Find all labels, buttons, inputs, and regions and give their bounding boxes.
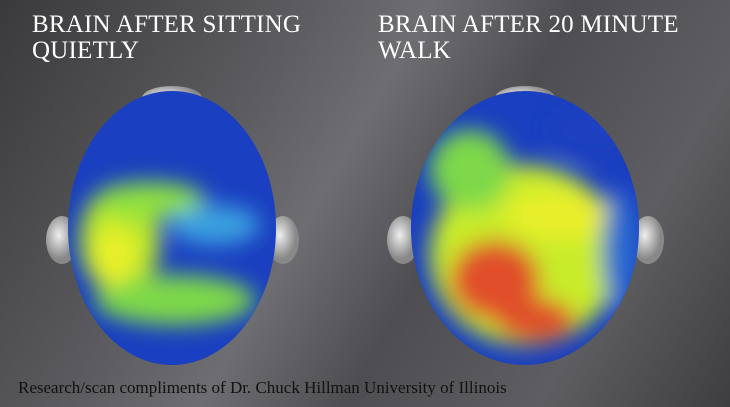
sitting-title-line1: BRAIN AFTER SITTING <box>32 11 302 38</box>
walk-title: BRAIN AFTER 20 MINUTE WALK <box>378 12 679 64</box>
walk-title-line1: BRAIN AFTER 20 MINUTE <box>378 11 679 38</box>
sitting-title: BRAIN AFTER SITTING QUIETLY <box>32 12 301 64</box>
credit-caption: Research/scan compliments of Dr. Chuck H… <box>18 378 507 397</box>
brain-scan-walk <box>387 86 664 365</box>
sitting-title-line2: QUIETLY <box>32 37 140 64</box>
walk-title-line2: WALK <box>378 37 452 64</box>
right-ear <box>632 216 664 264</box>
brain-scan-sitting <box>46 86 299 365</box>
